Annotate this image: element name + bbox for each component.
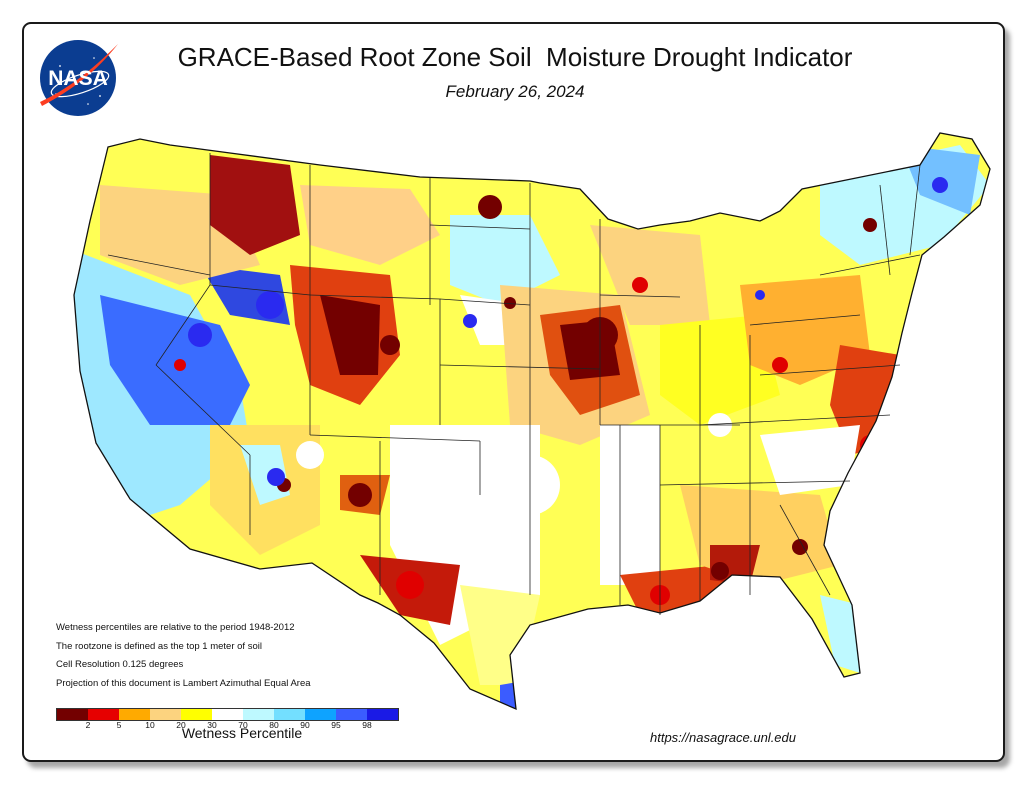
source-url[interactable]: https://nasagrace.unl.edu xyxy=(650,730,796,745)
legend-swatch xyxy=(243,709,274,720)
legend-swatch xyxy=(57,709,88,720)
page-title: GRACE-Based Root Zone Soil Moisture Drou… xyxy=(177,42,853,72)
legend-swatch xyxy=(150,709,181,720)
drought-map xyxy=(73,132,991,710)
legend-tick-label: 5 xyxy=(116,720,122,730)
legend-tick-label: 90 xyxy=(300,720,310,730)
legend-tick-label: 30 xyxy=(207,720,217,730)
legend-swatch xyxy=(305,709,336,720)
legend-swatch xyxy=(88,709,119,720)
note-baseline-period: Wetness percentiles are relative to the … xyxy=(56,622,295,633)
map-notes: Wetness percentiles are relative to the … xyxy=(56,619,311,693)
legend-tick-label: 95 xyxy=(331,720,341,730)
legend-tick-label: 80 xyxy=(269,720,279,730)
note-projection: Projection of this document is Lambert A… xyxy=(56,677,311,689)
legend-swatch xyxy=(212,709,243,720)
legend-swatch xyxy=(181,709,212,720)
legend-color-bar xyxy=(56,708,399,721)
legend-swatch xyxy=(367,709,398,720)
legend-tick-label: 20 xyxy=(176,720,186,730)
legend-tick-labels: 2 5 10 20 30 70 80 90 95 98 xyxy=(56,720,436,732)
legend-swatch xyxy=(336,709,367,720)
note-rootzone-definition: The rootzone is defined as the top 1 met… xyxy=(56,640,262,652)
legend-tick-label: 98 xyxy=(362,720,372,730)
legend-title: Wetness Percentile xyxy=(181,725,303,741)
legend-swatch xyxy=(274,709,305,720)
note-cell-resolution: Cell Resolution 0.125 degrees xyxy=(56,659,184,670)
legend-tick-label: 70 xyxy=(238,720,248,730)
legend-swatch xyxy=(119,709,150,720)
nasa-logo: NASA xyxy=(40,40,118,116)
nasa-logo-text: NASA xyxy=(48,67,108,90)
map-date: February 26, 2024 xyxy=(445,82,585,101)
legend-tick-label: 10 xyxy=(145,720,155,730)
legend-tick-label: 2 xyxy=(85,720,91,730)
